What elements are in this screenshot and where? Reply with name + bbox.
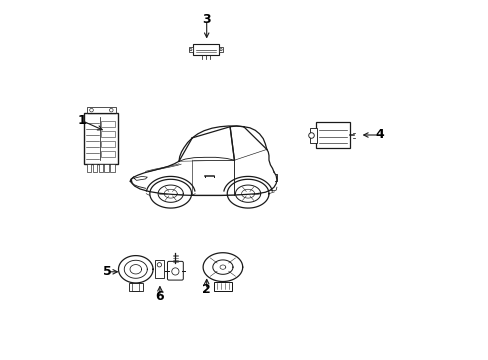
- Bar: [110, 164, 114, 172]
- Bar: [214, 282, 231, 291]
- Text: 6: 6: [155, 291, 164, 303]
- Bar: [84, 113, 118, 164]
- Bar: [309, 127, 316, 143]
- Bar: [193, 44, 219, 55]
- Bar: [101, 121, 115, 127]
- Bar: [155, 260, 163, 278]
- Bar: [316, 122, 349, 148]
- Circle shape: [220, 49, 222, 51]
- Bar: [188, 47, 193, 52]
- Text: 2: 2: [202, 283, 211, 296]
- Bar: [87, 107, 115, 113]
- Bar: [101, 141, 115, 147]
- Bar: [101, 131, 115, 137]
- Bar: [87, 164, 91, 172]
- Circle shape: [171, 268, 179, 275]
- Bar: [93, 164, 97, 172]
- Bar: [99, 164, 103, 172]
- Bar: [219, 47, 223, 52]
- Circle shape: [157, 263, 161, 267]
- Text: 4: 4: [374, 129, 383, 141]
- Circle shape: [189, 49, 192, 51]
- Bar: [104, 164, 108, 172]
- Circle shape: [89, 108, 93, 112]
- Text: 5: 5: [102, 265, 111, 278]
- Bar: [101, 151, 115, 157]
- Text: 3: 3: [202, 13, 211, 26]
- Text: 1: 1: [77, 114, 86, 127]
- Bar: [129, 283, 142, 291]
- Circle shape: [109, 108, 113, 112]
- FancyBboxPatch shape: [167, 261, 183, 280]
